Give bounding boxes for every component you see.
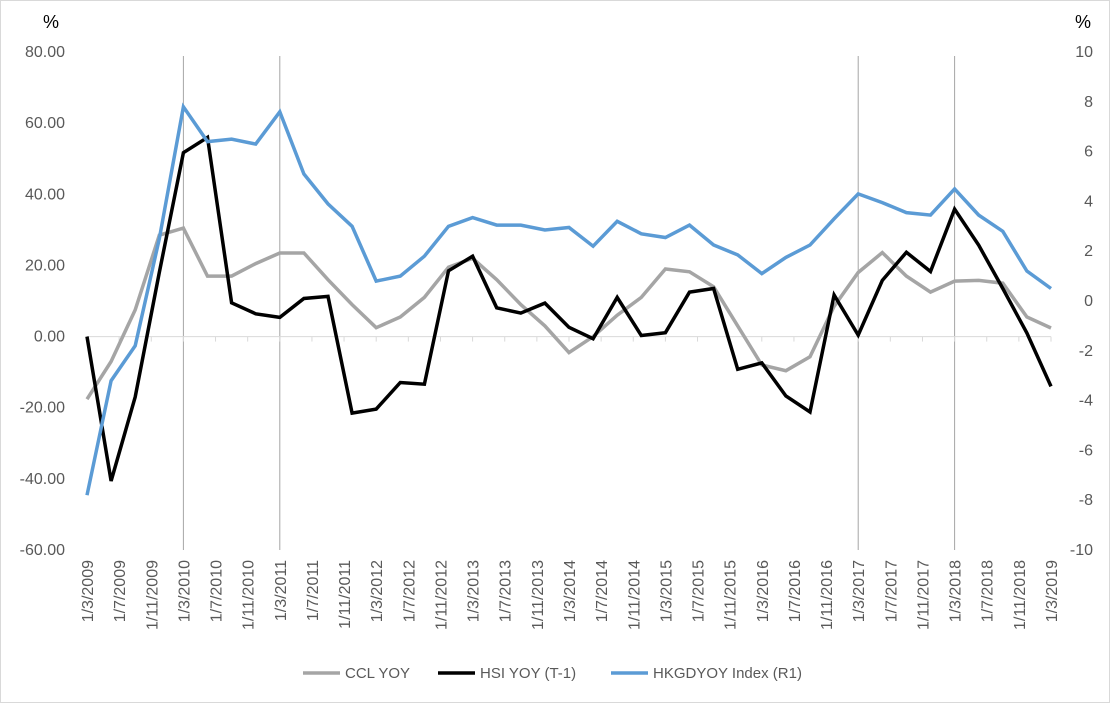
x-tick-label: 1/7/2014 — [594, 560, 611, 622]
y-right-tick-label: 2 — [1084, 243, 1093, 260]
series-line-hsi-yoy-t-1 — [85, 134, 1053, 482]
legend-label: HKGDYOY Index (R1) — [653, 665, 802, 682]
series-line-ccl-yoy — [85, 226, 1052, 401]
y-axis-right: 10 8 6 4 2 0 -2 -4 -6 -8 -10 — [1070, 44, 1093, 559]
x-tick-label: 1/3/2018 — [948, 560, 965, 622]
x-tick-label: 1/3/2017 — [851, 560, 868, 622]
x-tick-label: 1/11/2017 — [916, 560, 933, 630]
y-right-tick-label: -6 — [1079, 442, 1093, 459]
y-right-unit-label: % — [1075, 12, 1091, 32]
x-tick-label: 1/3/2019 — [1044, 560, 1061, 622]
y-left-unit-label: % — [43, 12, 59, 32]
x-tick-label: 1/7/2009 — [112, 560, 129, 622]
y-left-tick-label: 60.00 — [25, 115, 65, 132]
x-tick-label: 1/7/2013 — [498, 560, 515, 622]
x-tick-label: 1/3/2013 — [466, 560, 483, 622]
x-tick-label: 1/11/2012 — [434, 560, 451, 630]
y-right-tick-label: 8 — [1084, 94, 1093, 111]
x-tick-label: 1/3/2010 — [176, 560, 193, 622]
legend: CCL YOY HSI YOY (T-1) HKGDYOY Index (R1) — [303, 665, 802, 682]
x-axis-ticks — [86, 336, 1052, 342]
x-tick-label: 1/3/2011 — [273, 560, 290, 621]
x-tick-label: 1/7/2017 — [883, 560, 900, 622]
y-left-tick-label: 40.00 — [25, 186, 65, 203]
y-left-tick-label: -20.00 — [20, 400, 65, 417]
y-left-tick-label: -60.00 — [20, 542, 65, 559]
x-tick-label: 1/11/2011 — [337, 560, 354, 629]
y-axis-left: 80.00 60.00 40.00 20.00 0.00 -20.00 -40.00 -60.… — [20, 44, 65, 559]
y-right-tick-label: -8 — [1079, 492, 1093, 509]
x-tick-label: 1/3/2009 — [80, 560, 97, 622]
y-right-tick-label: 0 — [1084, 293, 1093, 310]
x-axis-labels: 1/3/2009 1/7/2009 1/11/2009 1/3/2010 1/7/201… — [80, 560, 1061, 630]
series-line-hkgdyoy-index-r1 — [85, 102, 1053, 496]
x-tick-label: 1/3/2015 — [658, 560, 675, 622]
y-right-tick-label: -2 — [1079, 343, 1093, 360]
y-right-tick-label: 10 — [1075, 44, 1093, 61]
x-tick-label: 1/11/2010 — [241, 560, 258, 630]
x-tick-label: 1/3/2016 — [755, 560, 772, 622]
y-left-tick-label: 0.00 — [34, 329, 65, 346]
x-tick-label: 1/11/2015 — [723, 560, 740, 630]
x-tick-label: 1/7/2011 — [305, 560, 322, 621]
x-tick-label: 1/7/2018 — [980, 560, 997, 622]
y-left-tick-label: 20.00 — [25, 257, 65, 274]
x-tick-label: 1/11/2014 — [626, 560, 643, 630]
y-right-tick-label: -4 — [1079, 393, 1093, 410]
x-tick-label: 1/11/2013 — [530, 560, 547, 630]
x-tick-label: 1/7/2010 — [209, 560, 226, 622]
x-tick-label: 1/7/2015 — [691, 560, 708, 622]
x-tick-label: 1/11/2016 — [819, 560, 836, 630]
y-right-tick-label: -10 — [1070, 542, 1093, 559]
x-tick-label: 1/3/2012 — [369, 560, 386, 622]
x-tick-label: 1/7/2012 — [401, 560, 418, 622]
x-tick-label: 1/3/2014 — [562, 560, 579, 622]
legend-label: CCL YOY — [345, 665, 410, 682]
x-tick-label: 1/11/2018 — [1012, 560, 1029, 630]
y-left-tick-label: -40.00 — [20, 471, 65, 488]
legend-label: HSI YOY (T-1) — [480, 665, 576, 682]
y-right-tick-label: 4 — [1084, 193, 1093, 210]
vertical-markers — [182, 56, 956, 550]
y-left-tick-label: 80.00 — [25, 44, 65, 61]
series-lines — [85, 102, 1053, 496]
x-tick-label: 1/7/2016 — [787, 560, 804, 622]
x-tick-label: 1/11/2009 — [144, 560, 161, 630]
y-right-tick-label: 6 — [1084, 144, 1093, 161]
